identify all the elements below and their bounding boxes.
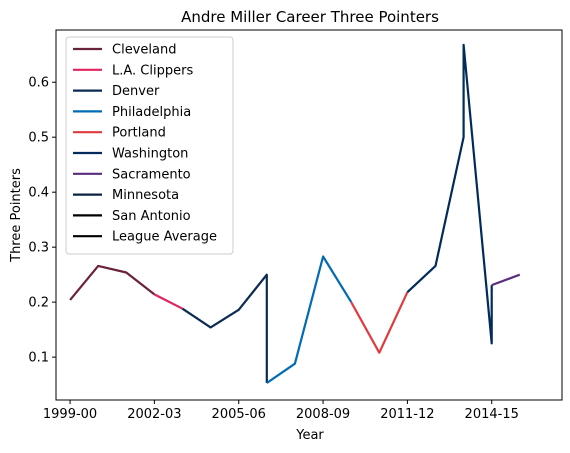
legend-label-1: L.A. Clippers [112,63,193,78]
legend-label-4: Portland [112,126,166,141]
legend-label-8: San Antonio [112,209,191,224]
y-tick-label-0: 0.1 [28,351,49,366]
x-tick-label-0: 1999-00 [43,407,97,422]
series-line-2 [181,273,268,383]
x-tick-label-1: 2002-03 [127,407,181,422]
legend-box [65,36,234,255]
legend-label-0: Cleveland [112,43,176,58]
y-tick-label-5: 0.6 [28,76,49,91]
legend-label-2: Denver [112,84,160,99]
legend-label-5: Washington [112,147,188,162]
series-line-5 [406,43,493,345]
y-axis-label: Three Pointers [9,168,24,263]
y-axis: 0.1 0.2 0.3 0.4 0.5 0.6 [28,76,56,366]
x-axis: 1999-00 2002-03 2005-06 2008-09 2011-12 2014-… [43,400,519,422]
y-tick-label-1: 0.2 [28,296,49,311]
y-tick-label-4: 0.5 [28,131,49,146]
series-line-6 [491,273,521,287]
y-tick-label-2: 0.3 [28,241,49,256]
plot-frame [55,29,563,401]
series-line-1 [153,293,183,310]
series-line-4 [350,291,409,354]
legend-label-9: League Average [112,230,217,245]
legend-label-6: Sacramento [112,167,191,182]
x-tick-label-3: 2008-09 [296,407,350,422]
legend-label-3: Philadelphia [112,105,191,120]
series-layer [69,43,521,384]
y-tick-label-3: 0.4 [28,186,49,201]
legend-label-7: Minnesota [112,188,179,203]
x-tick-label-4: 2011-12 [380,407,434,422]
legend: Cleveland L.A. Clippers Denver Philadelphia… [65,36,234,255]
series-line-0 [69,264,156,301]
x-axis-label: Year [295,428,324,443]
x-tick-label-2: 2005-06 [212,407,266,422]
series-line-3 [266,255,353,384]
chart-title: Andre Miller Career Three Pointers [181,8,439,26]
x-tick-label-5: 2014-15 [465,407,519,422]
